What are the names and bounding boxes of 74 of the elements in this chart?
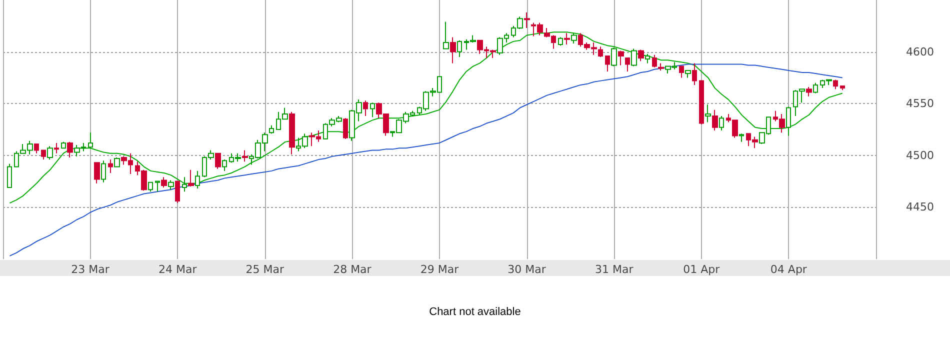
y-tick-label: 4600 [906, 45, 934, 58]
candlestick [363, 100, 368, 117]
candlestick [558, 36, 563, 46]
candlestick [114, 156, 120, 168]
candlestick [652, 54, 657, 68]
candlestick [182, 176, 187, 192]
candlestick [188, 169, 194, 187]
x-tick-label: 01 Apr [683, 263, 720, 276]
line-series [9, 32, 843, 204]
y-tick-label: 4450 [906, 200, 934, 214]
candlestick [625, 58, 630, 72]
candlestick [148, 182, 153, 192]
candlestick [719, 116, 724, 132]
text: Chart not available [428, 306, 522, 318]
candlestick [108, 159, 113, 174]
candlestick [806, 86, 812, 97]
candlestick [605, 55, 610, 72]
candlestick [457, 40, 462, 58]
candlestick [692, 62, 697, 86]
candlestick [161, 176, 167, 188]
candlestick [34, 144, 39, 154]
candlestick [242, 150, 248, 162]
candlestick [67, 141, 73, 158]
candlestick [370, 102, 375, 118]
candlestick [524, 12, 530, 28]
candlestick [739, 133, 744, 142]
candlestick [443, 21, 449, 50]
candlestick [705, 104, 711, 123]
candlestick [571, 32, 577, 44]
line-series [9, 64, 843, 256]
candlestick [618, 50, 624, 66]
candlestick [88, 132, 93, 148]
candlestick [833, 79, 838, 90]
candlestick [679, 66, 684, 78]
candlestick [786, 106, 791, 136]
candlestick [155, 180, 160, 192]
candlestick [7, 163, 12, 188]
candlestick [47, 146, 53, 160]
x-tick-label: 28 Mar [333, 263, 372, 276]
x-tick-label: 29 Mar [420, 263, 460, 276]
candlestick [343, 118, 348, 140]
x-tick-label: 30 Mar [508, 263, 546, 276]
candlestick [61, 141, 66, 149]
x-tick-label: 25 Mar [246, 263, 284, 276]
candlestick [175, 180, 180, 204]
candlestick [645, 53, 650, 64]
candlestick [685, 70, 691, 78]
candlestick [215, 152, 221, 170]
candlestick [699, 80, 704, 125]
candlestick [840, 85, 845, 91]
candlestick [712, 109, 718, 132]
x-tick-label: 04 Apr [770, 263, 808, 276]
x-tick-label: 31 Mar [594, 263, 634, 276]
candlestick [813, 82, 818, 94]
x-tick-label: 24 Mar [158, 263, 198, 276]
candlestick [195, 170, 200, 190]
candlestick [54, 142, 59, 154]
candlestick [450, 36, 456, 64]
candlestick [41, 150, 46, 160]
candlestick [101, 160, 106, 183]
x-tick-label: 23 Mar [71, 263, 110, 276]
candlestick [638, 49, 644, 62]
candlestick [269, 124, 274, 134]
candlestick [611, 47, 617, 67]
candlestick [289, 111, 295, 155]
candlestick [94, 162, 100, 184]
candlestick [168, 180, 174, 190]
candlestick [631, 48, 637, 67]
candlestick [598, 46, 603, 58]
candlestick [222, 159, 227, 172]
candlestick [658, 62, 664, 71]
y-tick-label: 4550 [906, 97, 934, 110]
candlestick [564, 32, 570, 46]
y-tick-label: 4500 [906, 148, 934, 162]
